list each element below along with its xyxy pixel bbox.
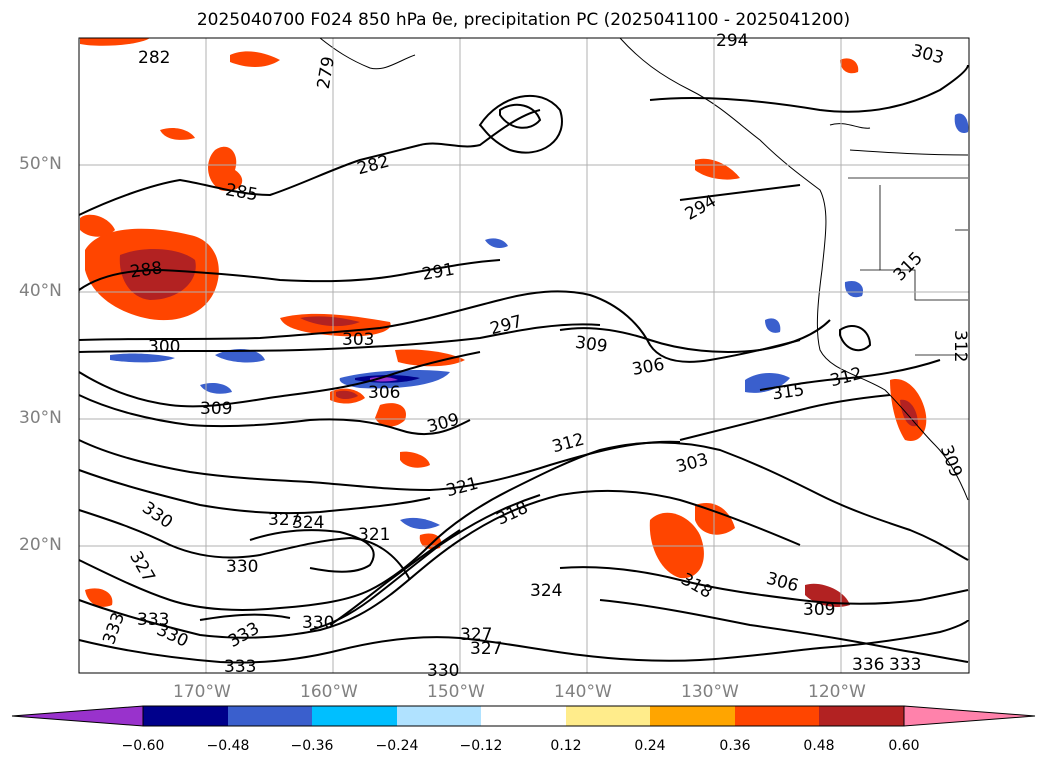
lat-label: 50°N [19,154,62,174]
colorbar-tick: 0.48 [803,738,835,754]
contour-label: 333 [224,657,256,677]
contour-label: 330 [226,557,258,577]
contour-label: 312 [950,330,970,362]
precip-shading [80,38,927,607]
map-area: 282 279 294 303 282 285 294 288 291 297 … [78,31,970,681]
contour-label: 309 [200,399,232,419]
contour-label: 327 [460,625,492,645]
lon-label: 170°W [173,682,231,702]
colorbar-tick: −0.36 [290,738,334,754]
colorbar-tick: 0.36 [719,738,751,754]
map-frame [78,37,970,674]
lon-label: 120°W [808,682,866,702]
colorbar-tick: 0.60 [888,738,920,754]
colorbar-tick: 0.12 [550,738,582,754]
contour-label: 327 [268,510,300,530]
contour-label: 309 [574,333,609,357]
contour-label: 306 [368,383,400,403]
colorbar-tick: −0.24 [375,738,419,754]
lon-label: 150°W [427,682,485,702]
map-title: 2025040700 F024 850 hPa θe, precipitatio… [196,10,851,30]
lon-label: 130°W [681,682,739,702]
lon-label: 140°W [554,682,612,702]
colorbar [11,705,1036,727]
contour-label: 324 [292,513,324,533]
theta-e-contours [78,64,969,664]
contour-label: 336 [852,655,884,675]
contour-label: 303 [342,330,374,350]
colorbar-tick: −0.48 [206,738,250,754]
contour-label: 333 [889,655,921,675]
contour-label: 321 [358,525,390,545]
lat-label: 40°N [19,281,62,301]
colorbar-tick: 0.24 [634,738,666,754]
contour-label: 300 [148,337,180,357]
colorbar-tick: −0.12 [459,738,503,754]
contour-label: 288 [129,258,164,282]
contour-label: 282 [138,48,170,68]
contour-label: 333 [137,610,169,630]
contour-label: 294 [716,31,748,51]
contour-label: 327 [470,639,502,659]
lat-label: 20°N [19,535,62,555]
contour-label: 315 [771,380,806,404]
contour-label: 330 [302,613,334,633]
contour-label: 330 [427,661,459,681]
lon-label: 160°W [300,682,358,702]
lat-label: 30°N [19,408,62,428]
contour-label: 324 [530,581,562,601]
colorbar-tick: −0.60 [121,738,165,754]
contour-label: 309 [803,600,835,620]
borders [848,177,968,356]
negative-precip-shading [110,113,969,530]
